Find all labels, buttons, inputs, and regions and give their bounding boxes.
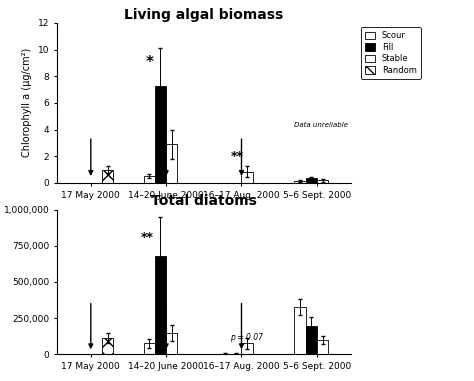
Bar <box>102 338 113 354</box>
Bar <box>241 344 253 354</box>
Text: Data unreliable: Data unreliable <box>293 122 347 128</box>
Text: **: ** <box>231 150 244 163</box>
Bar <box>102 170 113 183</box>
Legend: Scour, Fill, Stable, Random: Scour, Fill, Stable, Random <box>361 27 421 79</box>
Bar <box>144 344 155 354</box>
Bar <box>144 176 155 183</box>
Bar <box>155 256 166 354</box>
Title: Living algal biomass: Living algal biomass <box>124 8 283 22</box>
Bar <box>317 181 328 183</box>
Bar <box>306 178 317 183</box>
Text: **: ** <box>141 231 154 244</box>
Bar <box>166 333 177 354</box>
Title: Total diatoms: Total diatoms <box>151 194 257 208</box>
Bar <box>241 171 253 183</box>
Text: *: * <box>146 54 154 70</box>
Y-axis label: Chlorophyll a (μg/cm²): Chlorophyll a (μg/cm²) <box>22 48 32 157</box>
Bar <box>317 340 328 354</box>
Bar <box>294 307 306 354</box>
Bar <box>155 86 166 183</box>
Bar <box>294 181 306 183</box>
Bar <box>166 144 177 183</box>
Text: p = 0.07: p = 0.07 <box>230 333 263 342</box>
Bar <box>306 326 317 354</box>
